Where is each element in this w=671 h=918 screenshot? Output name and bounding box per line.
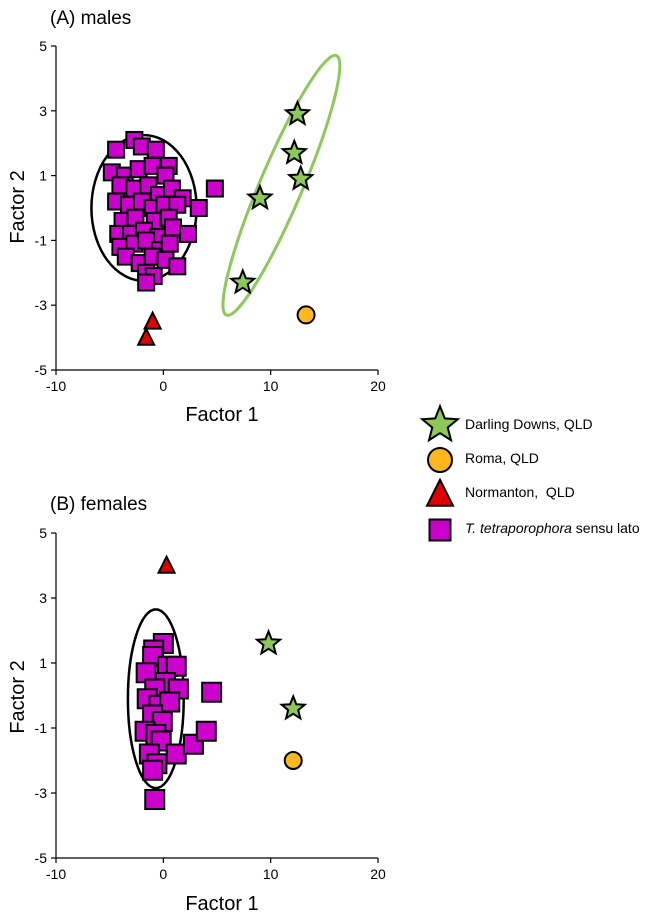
panel-a-title: (A) males	[50, 8, 131, 29]
panel-a-y-tick-label: -5	[35, 362, 48, 378]
panel-b-females: (B) females Factor 1 Factor 2 -10 0 10 20 -5…	[7, 494, 386, 915]
panel-a-point-darling-downs-qld-4	[228, 267, 257, 295]
panel-b-y-tick-label: 3	[39, 590, 47, 606]
panel-b-point-darling-downs-qld-0	[254, 628, 283, 656]
legend-symbol-star-icon	[419, 403, 461, 443]
legend: Darling Downs, QLD Roma, QLD Normanton, …	[419, 403, 640, 542]
panel-a-ellipse-darling-downs-qld	[221, 53, 342, 317]
panel-a-x-tick-label: 10	[263, 378, 279, 394]
panel-b-x-tick-label: 10	[263, 866, 279, 882]
legend-item-roma: Roma, QLD	[427, 447, 539, 473]
panel-b-point-t-tetraporophora-sensu-lato-23	[142, 759, 164, 781]
panel-a-point-t-tetraporophora-sensu-lato-17	[189, 199, 208, 217]
panel-b-x-tick-label: -10	[46, 866, 66, 882]
legend-label-darling-downs: Darling Downs, QLD	[465, 416, 593, 432]
panel-a-point-darling-downs-qld-2	[286, 164, 315, 191]
panel-b-marks	[134, 554, 308, 810]
panel-a-axes: -10 0 10 20 -5 -3 -1 1 3 5	[35, 38, 386, 394]
panel-b-point-darling-downs-qld-1	[279, 693, 308, 721]
legend-label-italic: T. tetraporophora	[465, 520, 572, 536]
legend-marker-square	[428, 518, 452, 542]
panel-a-point-darling-downs-qld-0	[283, 99, 312, 127]
panel-b-ylabel: Factor 2	[7, 660, 29, 733]
panel-a-point-t-tetraporophora-sensu-lato-46	[137, 273, 156, 292]
legend-marker-triangle	[425, 477, 455, 507]
panel-b-title: (B) females	[50, 494, 147, 515]
panel-a-point-darling-downs-qld-3	[245, 183, 275, 211]
legend-marker-circle	[427, 447, 453, 473]
legend-label-normanton: Normanton, QLD	[465, 484, 575, 500]
panel-a-point-t-tetraporophora-sensu-lato-3	[146, 140, 165, 159]
panel-a-ylabel: Factor 2	[7, 170, 29, 243]
legend-item-normanton: Normanton, QLD	[425, 477, 575, 507]
panel-b-y-tick-label: -3	[35, 785, 48, 801]
panel-a-point-roma-qld-0	[296, 305, 316, 325]
panel-a-males: (A) males Factor 1 Factor 2 -10 0 10 20 -5 -3…	[7, 8, 386, 426]
panel-b-point-roma-qld-0	[283, 751, 303, 770]
panel-a-point-darling-downs-qld-1	[280, 138, 309, 165]
panel-b-point-t-tetraporophora-sensu-lato-4	[165, 655, 187, 677]
panel-a-point-t-tetraporophora-sensu-lato-32	[163, 218, 182, 237]
panel-a-point-t-tetraporophora-sensu-lato-1	[107, 140, 126, 159]
panel-a-x-tick-label: -10	[46, 378, 66, 394]
panel-a-point-normanton-qld-1	[136, 326, 156, 346]
panel-b-x-tick-label: 0	[159, 866, 167, 882]
panel-a-point-t-tetraporophora-sensu-lato-38	[160, 234, 179, 253]
panel-b-point-t-tetraporophora-sensu-lato-18	[165, 743, 187, 765]
panel-a-marks	[102, 99, 316, 346]
legend-item-tetraporophora: T. tetraporophora sensu lato	[428, 518, 640, 542]
panel-b-point-normanton-qld-0	[156, 554, 177, 574]
panel-a-point-t-tetraporophora-sensu-lato-43	[168, 257, 187, 276]
legend-label-tetraporophora: T. tetraporophora sensu lato	[465, 520, 640, 536]
panel-b-point-t-tetraporophora-sensu-lato-9	[201, 681, 223, 703]
panel-a-y-tick-label: 3	[39, 103, 47, 119]
panel-a-point-normanton-qld-0	[142, 310, 163, 330]
panel-b-x-tick-label: 20	[370, 866, 386, 882]
panel-a-y-tick-label: -1	[35, 232, 48, 248]
panel-b-point-t-tetraporophora-sensu-lato-24	[144, 789, 166, 810]
panel-a-point-t-tetraporophora-sensu-lato-16	[205, 179, 224, 198]
panel-b-y-tick-label: 5	[39, 525, 47, 541]
panel-b-axes: -10 0 10 20 -5 -3 -1 1 3 5	[35, 525, 386, 882]
panel-a-y-tick-label: -3	[35, 297, 48, 313]
legend-marker-star	[419, 403, 461, 443]
panel-b-y-tick-label: -1	[35, 720, 48, 736]
panel-a-y-tick-label: 5	[39, 38, 47, 54]
panel-a-x-tick-label: 0	[159, 378, 167, 394]
legend-symbol-square-icon	[428, 518, 452, 542]
legend-label-rest: sensu lato	[572, 520, 640, 536]
legend-symbol-triangle-icon	[425, 477, 455, 507]
panel-b-y-tick-label: 1	[39, 655, 47, 671]
panel-a-x-tick-label: 20	[370, 378, 386, 394]
panel-b-xlabel: Factor 1	[185, 893, 258, 915]
panel-a-xlabel: Factor 1	[185, 404, 258, 426]
panel-a-point-t-tetraporophora-sensu-lato-33	[179, 224, 198, 243]
legend-symbol-circle-icon	[427, 447, 453, 473]
legend-item-darling-downs: Darling Downs, QLD	[419, 403, 593, 443]
legend-label-roma: Roma, QLD	[465, 450, 539, 466]
panel-b-y-tick-label: -5	[35, 850, 48, 866]
panel-b-point-t-tetraporophora-sensu-lato-12	[159, 691, 181, 713]
panel-a-y-tick-label: 1	[39, 168, 47, 184]
panel-b-point-t-tetraporophora-sensu-lato-20	[195, 720, 217, 742]
